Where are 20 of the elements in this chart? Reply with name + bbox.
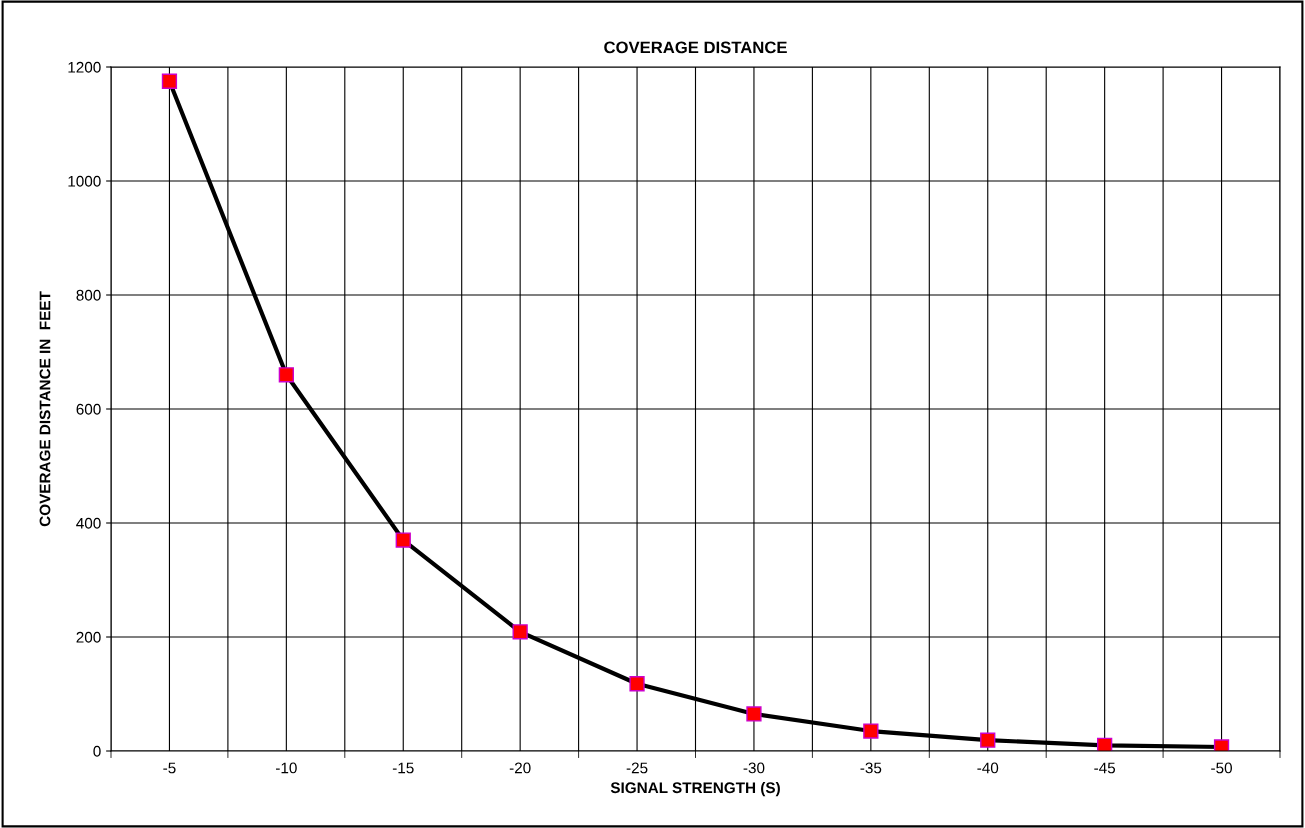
- y-tick-label: 200: [76, 631, 101, 643]
- y-tick-label: 1000: [68, 175, 101, 187]
- x-tick-label: -25: [626, 762, 648, 774]
- chart-title: COVERAGE DISTANCE: [604, 41, 787, 54]
- x-tick-label: -10: [275, 762, 297, 774]
- y-tick-label: 0: [93, 745, 101, 757]
- y-tick-label: 600: [76, 403, 101, 415]
- x-tick-label: -5: [163, 762, 176, 774]
- x-tick-label: -45: [1094, 762, 1116, 774]
- x-tick-label: -30: [743, 762, 765, 774]
- x-tick-label: -20: [509, 762, 531, 774]
- x-tick-label: -15: [392, 762, 414, 774]
- x-tick-label: -50: [1211, 762, 1232, 774]
- y-tick-label: 1200: [68, 61, 101, 73]
- x-axis-title: SIGNAL STRENGTH (S): [610, 781, 780, 797]
- y-tick-label: 800: [76, 289, 101, 301]
- y-axis-title: COVERAGE DISTANCE IN FEET: [39, 291, 51, 527]
- y-tick-label: 400: [76, 517, 101, 529]
- x-tick-label: -35: [860, 762, 882, 774]
- x-tick-label: -40: [977, 762, 999, 774]
